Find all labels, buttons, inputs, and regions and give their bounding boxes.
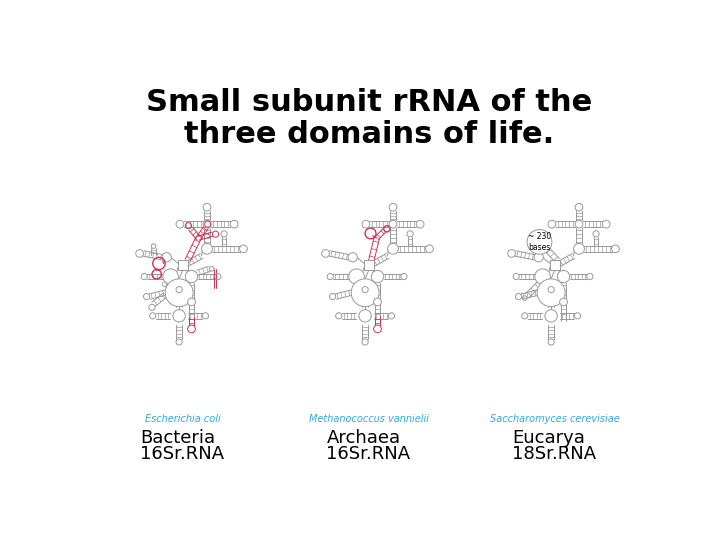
Circle shape — [162, 282, 167, 287]
Text: ~ 230
bases: ~ 230 bases — [528, 232, 551, 252]
Text: Small subunit rRNA of the
three domains of life.: Small subunit rRNA of the three domains … — [146, 88, 592, 150]
Circle shape — [359, 309, 372, 322]
Circle shape — [545, 309, 557, 322]
Circle shape — [387, 244, 398, 254]
Circle shape — [203, 220, 211, 228]
Circle shape — [165, 279, 193, 307]
Text: Methanococcus vannielii: Methanococcus vannielii — [309, 414, 429, 424]
Circle shape — [348, 253, 357, 262]
Circle shape — [163, 269, 179, 284]
Circle shape — [351, 279, 379, 307]
Text: 16Sr.RNA: 16Sr.RNA — [326, 444, 410, 463]
Text: 16Sr.RNA: 16Sr.RNA — [140, 444, 225, 463]
Circle shape — [374, 298, 382, 306]
Circle shape — [559, 298, 567, 306]
FancyBboxPatch shape — [179, 260, 188, 269]
Text: Escherichia coli: Escherichia coli — [145, 414, 221, 424]
Circle shape — [389, 220, 397, 228]
FancyBboxPatch shape — [550, 260, 559, 269]
Circle shape — [527, 230, 552, 254]
FancyBboxPatch shape — [364, 260, 374, 269]
Circle shape — [575, 220, 583, 228]
Circle shape — [534, 253, 544, 262]
Circle shape — [557, 271, 570, 283]
Circle shape — [202, 244, 212, 254]
Text: 18Sr.RNA: 18Sr.RNA — [513, 444, 596, 463]
Circle shape — [166, 284, 171, 289]
Text: Bacteria: Bacteria — [140, 429, 215, 447]
Circle shape — [372, 271, 384, 283]
Circle shape — [162, 253, 171, 262]
Text: Saccharomyces cerevisiae: Saccharomyces cerevisiae — [490, 414, 620, 424]
Text: Eucarya: Eucarya — [513, 429, 585, 447]
Circle shape — [188, 298, 195, 306]
Circle shape — [574, 244, 585, 254]
Circle shape — [170, 287, 174, 291]
Circle shape — [185, 271, 198, 283]
Text: Archaea: Archaea — [326, 429, 400, 447]
Circle shape — [537, 279, 565, 307]
Circle shape — [535, 269, 550, 284]
Circle shape — [349, 269, 364, 284]
Circle shape — [173, 309, 185, 322]
